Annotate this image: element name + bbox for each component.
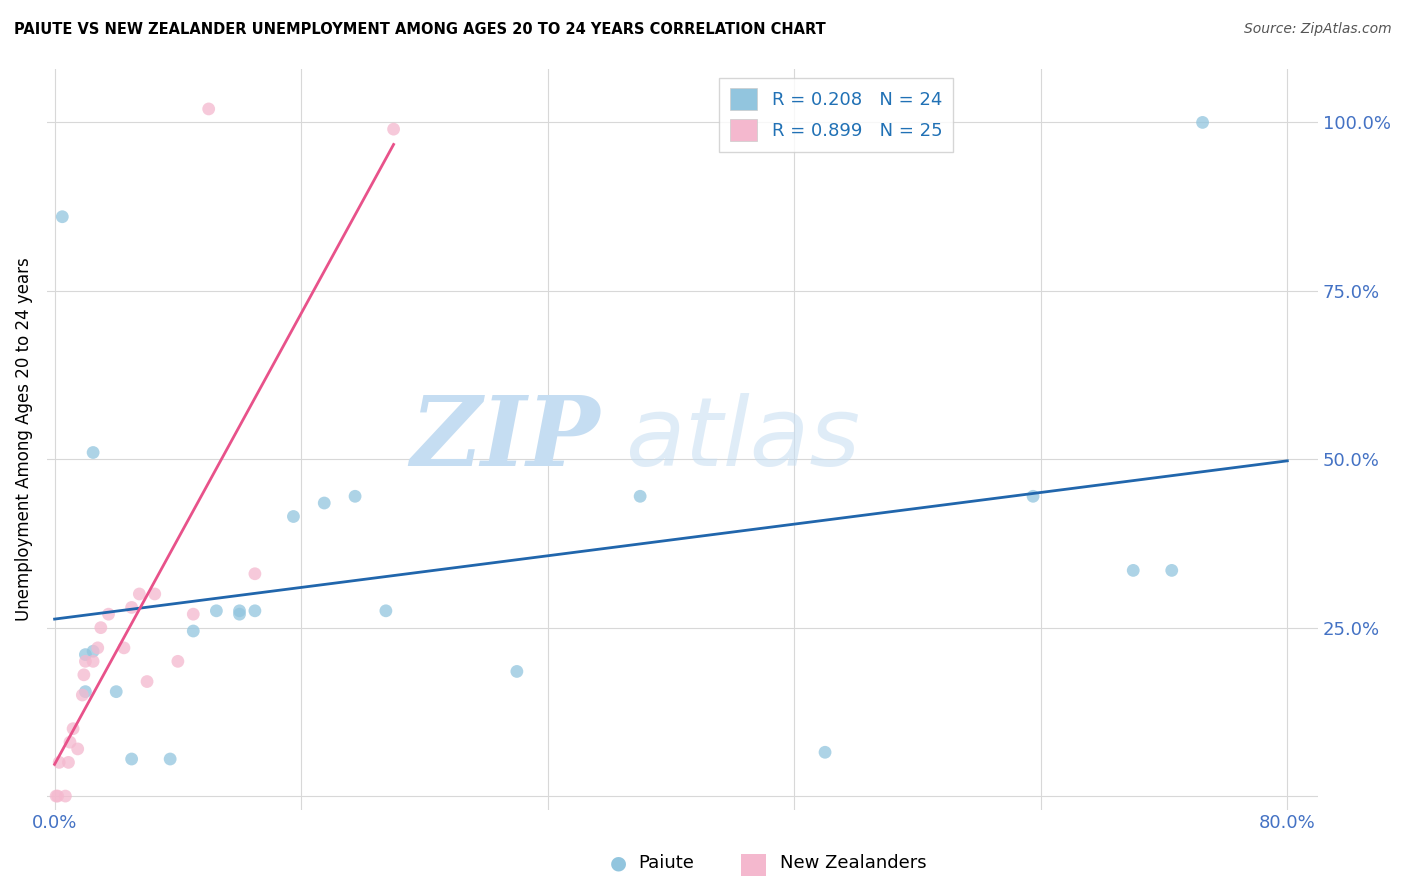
Point <box>344 489 367 503</box>
Text: ZIP: ZIP <box>411 392 600 486</box>
Point <box>506 665 529 679</box>
Point <box>205 604 228 618</box>
Point <box>72 688 94 702</box>
Point <box>382 122 405 136</box>
Point <box>181 624 204 638</box>
Point <box>62 722 84 736</box>
Point <box>87 640 110 655</box>
Point <box>1122 563 1144 577</box>
Point <box>82 445 104 459</box>
Point <box>73 668 96 682</box>
Text: New Zealanders: New Zealanders <box>780 855 927 872</box>
Point <box>48 756 70 770</box>
Point <box>243 566 266 581</box>
Point <box>374 604 396 618</box>
Point <box>628 489 651 503</box>
Text: PAIUTE VS NEW ZEALANDER UNEMPLOYMENT AMONG AGES 20 TO 24 YEARS CORRELATION CHART: PAIUTE VS NEW ZEALANDER UNEMPLOYMENT AMO… <box>14 22 825 37</box>
Point <box>75 648 97 662</box>
Point <box>228 604 250 618</box>
Point <box>45 789 67 803</box>
Y-axis label: Unemployment Among Ages 20 to 24 years: Unemployment Among Ages 20 to 24 years <box>15 257 32 621</box>
Point <box>82 654 104 668</box>
Point <box>167 654 190 668</box>
Text: Source: ZipAtlas.com: Source: ZipAtlas.com <box>1244 22 1392 37</box>
Point <box>46 789 69 803</box>
Point <box>75 654 97 668</box>
Point <box>128 587 150 601</box>
Point <box>121 600 143 615</box>
Point <box>314 496 336 510</box>
Point <box>121 752 143 766</box>
Point <box>814 745 837 759</box>
Text: atlas: atlas <box>626 392 860 485</box>
Point <box>181 607 204 622</box>
Point <box>243 604 266 618</box>
Point <box>55 789 77 803</box>
Point <box>1160 563 1182 577</box>
Point <box>82 644 104 658</box>
Point <box>75 684 97 698</box>
Point <box>112 640 135 655</box>
Point <box>90 621 112 635</box>
Point <box>228 607 250 622</box>
Point <box>1022 489 1045 503</box>
Legend: R = 0.208   N = 24, R = 0.899   N = 25: R = 0.208 N = 24, R = 0.899 N = 25 <box>720 78 953 153</box>
Point <box>59 735 82 749</box>
Point <box>51 210 73 224</box>
Point <box>197 102 219 116</box>
Point <box>1191 115 1213 129</box>
Point <box>136 674 159 689</box>
Point <box>159 752 181 766</box>
Point <box>105 684 128 698</box>
Text: Paiute: Paiute <box>638 855 695 872</box>
Point <box>58 756 80 770</box>
Point <box>143 587 166 601</box>
Point <box>66 742 89 756</box>
Point <box>283 509 305 524</box>
Text: ●: ● <box>610 854 627 872</box>
Point <box>97 607 120 622</box>
